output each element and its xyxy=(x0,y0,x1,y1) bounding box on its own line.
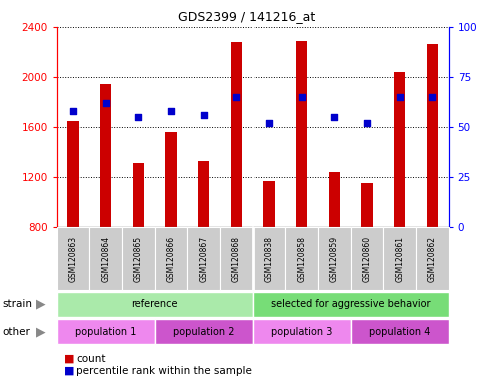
Bar xyxy=(155,319,252,344)
Point xyxy=(298,94,306,100)
Bar xyxy=(383,227,416,290)
Point xyxy=(396,94,404,100)
Bar xyxy=(329,172,340,227)
Point xyxy=(265,120,273,126)
Text: GSM120867: GSM120867 xyxy=(199,235,208,282)
Text: reference: reference xyxy=(132,299,178,309)
Bar xyxy=(252,319,351,344)
Bar xyxy=(252,227,285,290)
Bar xyxy=(155,227,187,290)
Text: strain: strain xyxy=(2,299,33,309)
Bar xyxy=(252,292,449,316)
Text: GSM120859: GSM120859 xyxy=(330,235,339,282)
Bar xyxy=(318,227,351,290)
Text: ■: ■ xyxy=(64,366,74,376)
Point xyxy=(363,120,371,126)
Bar xyxy=(89,227,122,290)
Text: GSM120861: GSM120861 xyxy=(395,236,404,281)
Text: GSM120866: GSM120866 xyxy=(167,235,176,282)
Text: population 3: population 3 xyxy=(271,327,332,337)
Text: GSM120864: GSM120864 xyxy=(101,235,110,282)
Point xyxy=(135,114,142,120)
Text: GSM120863: GSM120863 xyxy=(69,235,77,282)
Point xyxy=(200,112,208,118)
Bar xyxy=(68,121,79,227)
Bar xyxy=(57,227,89,290)
Bar xyxy=(351,319,449,344)
Text: GDS2399 / 141216_at: GDS2399 / 141216_at xyxy=(178,10,315,23)
Bar xyxy=(416,227,449,290)
Point xyxy=(428,94,436,100)
Text: ▶: ▶ xyxy=(35,325,45,338)
Point xyxy=(167,108,175,114)
Bar xyxy=(296,41,307,227)
Text: count: count xyxy=(76,354,106,364)
Bar xyxy=(220,227,252,290)
Text: population 1: population 1 xyxy=(75,327,137,337)
Bar xyxy=(187,227,220,290)
Text: population 2: population 2 xyxy=(173,327,234,337)
Bar xyxy=(394,72,405,227)
Point xyxy=(69,108,77,114)
Text: ■: ■ xyxy=(64,354,74,364)
Text: GSM120862: GSM120862 xyxy=(428,236,437,281)
Text: percentile rank within the sample: percentile rank within the sample xyxy=(76,366,252,376)
Bar xyxy=(231,42,242,227)
Bar xyxy=(426,45,438,227)
Bar xyxy=(361,183,373,227)
Bar xyxy=(122,227,155,290)
Text: selected for aggressive behavior: selected for aggressive behavior xyxy=(271,299,430,309)
Bar xyxy=(165,132,176,227)
Bar xyxy=(285,227,318,290)
Point xyxy=(330,114,338,120)
Bar xyxy=(100,84,111,227)
Point xyxy=(232,94,240,100)
Text: GSM120868: GSM120868 xyxy=(232,236,241,281)
Bar xyxy=(198,161,210,227)
Bar xyxy=(57,319,155,344)
Text: other: other xyxy=(2,327,31,337)
Point xyxy=(102,100,109,106)
Text: GSM120860: GSM120860 xyxy=(362,235,372,282)
Bar xyxy=(57,292,252,316)
Text: GSM120865: GSM120865 xyxy=(134,235,143,282)
Bar xyxy=(133,163,144,227)
Text: GSM120858: GSM120858 xyxy=(297,236,306,281)
Text: ▶: ▶ xyxy=(35,298,45,311)
Bar xyxy=(351,227,383,290)
Bar xyxy=(263,181,275,227)
Text: GSM120838: GSM120838 xyxy=(264,236,274,281)
Text: population 4: population 4 xyxy=(369,327,430,337)
